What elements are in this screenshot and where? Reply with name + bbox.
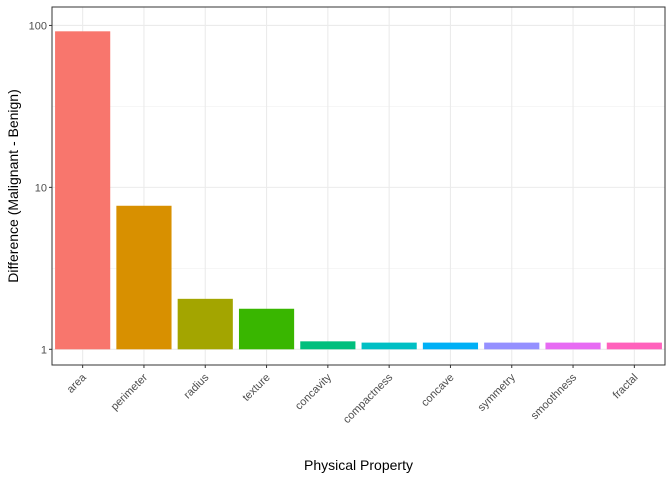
bar-perimeter [116,205,172,350]
y-axis-title: Difference (Malignant - Benign) [5,89,21,283]
bar-concave [422,342,479,350]
plot-panel-border [51,6,666,366]
bar-smoothness [545,342,601,350]
bar-concavity [300,341,356,350]
y-tick-label: 100 [29,20,47,32]
x-axis-title: Physical Property [304,457,413,473]
bar-texture [238,308,295,350]
bar-fractal [606,342,662,350]
bars [55,31,662,350]
bar-radius [177,298,233,350]
y-tick-label: 10 [35,182,47,194]
bar-area [55,31,111,350]
bar-symmetry [484,342,540,350]
bar-compactness [361,342,417,350]
y-tick-label: 1 [41,344,47,356]
